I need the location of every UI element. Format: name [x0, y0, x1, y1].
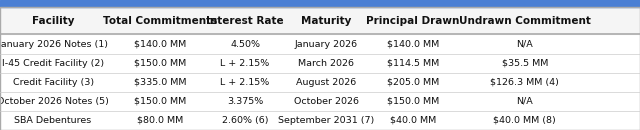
- Text: Undrawn Commitment: Undrawn Commitment: [459, 16, 591, 26]
- Text: $126.3 MM (4): $126.3 MM (4): [490, 78, 559, 87]
- Text: January 2026 Notes (1): January 2026 Notes (1): [0, 40, 108, 48]
- Text: August 2026: August 2026: [296, 78, 356, 87]
- Text: $150.0 MM: $150.0 MM: [134, 97, 186, 106]
- Text: Total Commitments: Total Commitments: [103, 16, 217, 26]
- Bar: [0, 7, 640, 34]
- Text: $335.0 MM: $335.0 MM: [134, 78, 186, 87]
- Text: $150.0 MM: $150.0 MM: [134, 59, 186, 68]
- Text: L + 2.15%: L + 2.15%: [221, 78, 269, 87]
- Text: $205.0 MM: $205.0 MM: [387, 78, 439, 87]
- Text: $80.0 MM: $80.0 MM: [137, 116, 183, 125]
- Text: $40.0 MM (8): $40.0 MM (8): [493, 116, 556, 125]
- Bar: [0, 0, 640, 7]
- Text: September 2031 (7): September 2031 (7): [278, 116, 374, 125]
- Text: March 2026: March 2026: [298, 59, 355, 68]
- Text: $150.0 MM: $150.0 MM: [387, 97, 439, 106]
- Text: $35.5 MM: $35.5 MM: [502, 59, 548, 68]
- Text: SBA Debentures: SBA Debentures: [15, 116, 92, 125]
- Text: I-45 Credit Facility (2): I-45 Credit Facility (2): [2, 59, 104, 68]
- Text: Facility: Facility: [32, 16, 74, 26]
- Text: January 2026: January 2026: [295, 40, 358, 48]
- Text: October 2026 Notes (5): October 2026 Notes (5): [0, 97, 109, 106]
- Text: October 2026: October 2026: [294, 97, 359, 106]
- Text: $114.5 MM: $114.5 MM: [387, 59, 439, 68]
- Text: N/A: N/A: [516, 40, 533, 48]
- Text: 4.50%: 4.50%: [230, 40, 260, 48]
- Text: Principal Drawn: Principal Drawn: [366, 16, 460, 26]
- Text: $40.0 MM: $40.0 MM: [390, 116, 436, 125]
- Text: Credit Facility (3): Credit Facility (3): [13, 78, 93, 87]
- Bar: [0, 34, 640, 130]
- Text: L + 2.15%: L + 2.15%: [221, 59, 269, 68]
- Text: 3.375%: 3.375%: [227, 97, 263, 106]
- Text: N/A: N/A: [516, 97, 533, 106]
- Text: 2.60% (6): 2.60% (6): [222, 116, 268, 125]
- Text: Interest Rate: Interest Rate: [206, 16, 284, 26]
- Text: Maturity: Maturity: [301, 16, 351, 26]
- Text: $140.0 MM: $140.0 MM: [387, 40, 439, 48]
- Text: $140.0 MM: $140.0 MM: [134, 40, 186, 48]
